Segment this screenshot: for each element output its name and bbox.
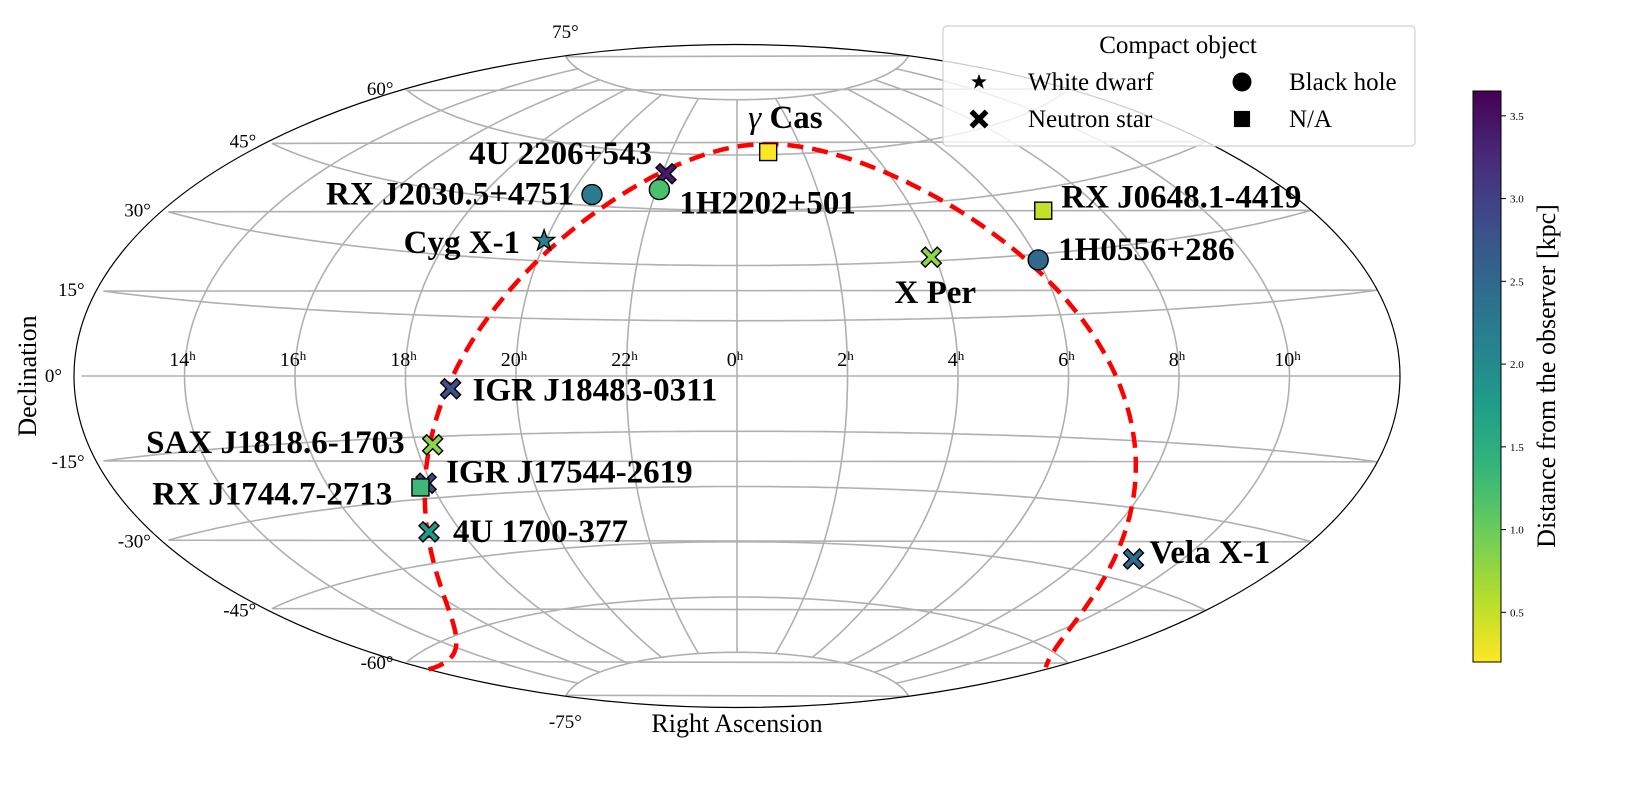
source-label: X Per	[895, 275, 977, 311]
ra-tick-label: 14h	[169, 348, 196, 371]
axis-ticks: 14h 16h 18h 20h 22h 0h 2h 4h 6h 8h 10h 75° 60° 45° 30°…	[45, 22, 1301, 733]
colorbar-label: Distance from the observer [kpc]	[1532, 204, 1561, 548]
meridian-line	[874, 79, 1180, 673]
dec-tick-label: -30°	[118, 532, 151, 553]
colorbar: 0.5 1.0 1.5 2.0 2.5 3.0 3.5 Distance from the …	[1472, 90, 1561, 663]
source-label: RX J1744.7-2713	[152, 476, 392, 512]
ra-tick-label: 2h	[837, 348, 854, 371]
source-label: 1H0556+286	[1058, 232, 1234, 268]
dec-tick-label: 45°	[230, 132, 257, 153]
source-labels: γ Cas 4U 2206+543 RX J2030.5+4751 1H2202+50…	[146, 100, 1301, 571]
ra-tick-label: 16h	[280, 348, 307, 371]
source-marker	[411, 478, 430, 497]
ra-tick-label: 18h	[390, 348, 417, 371]
source-marker	[758, 142, 778, 162]
dec-tick-label: 60°	[367, 79, 394, 100]
parallel-line	[103, 289, 1378, 322]
colorbar-tick-label: 2.0	[1510, 359, 1524, 371]
source-marker	[1027, 249, 1049, 271]
dec-tick-label: 30°	[124, 200, 151, 221]
colorbar-tick-label: 1.0	[1510, 525, 1524, 537]
source-marker	[439, 377, 462, 400]
source-label: IGR J18483-0311	[473, 373, 718, 409]
source-label: IGR J17544-2619	[446, 454, 693, 490]
legend-marker-neutron-star	[969, 109, 989, 129]
ra-tick-label: 0h	[727, 348, 744, 371]
legend-title: Compact object	[1099, 32, 1257, 59]
legend-label: Neutron star	[1028, 106, 1153, 133]
legend: Compact object White dwarf Black hole Neut…	[942, 25, 1416, 147]
source-label: SAX J1818.6-1703	[146, 425, 405, 461]
sky-boundary	[73, 43, 1401, 709]
legend-label: Black hole	[1289, 69, 1397, 96]
legend-marker-na	[1233, 110, 1251, 128]
ra-tick-label: 6h	[1058, 348, 1075, 371]
source-marker	[1122, 548, 1145, 570]
meridian-line	[845, 87, 1070, 665]
meridian-line	[294, 79, 600, 673]
source-marker	[920, 246, 943, 269]
legend-label: White dwarf	[1028, 69, 1154, 96]
source-label: 1H2202+501	[679, 186, 855, 222]
ra-tick-label: 10h	[1274, 348, 1301, 371]
legend-marker-black-hole	[1232, 72, 1252, 92]
colorbar-tick-label: 1.5	[1510, 442, 1524, 454]
source-label: RX J0648.1-4419	[1061, 180, 1301, 216]
ra-tick-label: 8h	[1169, 348, 1186, 371]
source-label: 4U 2206+543	[469, 136, 652, 172]
dec-tick-label: -45°	[223, 600, 256, 621]
dec-tick-label: -15°	[52, 452, 85, 473]
meridian-line	[774, 98, 849, 654]
source-marker	[581, 183, 603, 206]
y-axis-title: Declination	[13, 315, 42, 436]
meridian-line	[811, 94, 959, 658]
legend-label: N/A	[1289, 106, 1332, 133]
source-label: Vela X-1	[1150, 535, 1271, 571]
dec-tick-label: -75°	[549, 712, 582, 733]
source-marker	[421, 433, 444, 456]
parallel-line	[405, 596, 1070, 664]
dec-tick-label: 75°	[552, 22, 579, 43]
legend-frame	[942, 25, 1416, 147]
colorbar-gradient	[1472, 90, 1502, 663]
colorbar-tick-label: 0.5	[1510, 607, 1524, 619]
source-marker	[418, 520, 440, 543]
source-marker	[531, 227, 557, 252]
dec-tick-label: 15°	[58, 280, 85, 301]
meridian-line	[515, 94, 663, 658]
ra-tick-label: 22h	[611, 348, 638, 371]
source-markers	[411, 142, 1145, 570]
dec-tick-label: -60°	[361, 653, 394, 674]
colorbar-tick-label: 2.5	[1510, 276, 1524, 288]
ra-tick-label: 20h	[501, 348, 528, 371]
meridian-line	[404, 87, 629, 665]
coordinate-grid	[81, 55, 1400, 698]
legend-marker-white-dwarf	[971, 73, 987, 89]
source-label: 4U 1700-377	[453, 514, 628, 550]
colorbar-tick-label: 3.5	[1510, 111, 1524, 123]
source-marker	[648, 178, 671, 201]
source-label: Cyg X-1	[404, 225, 520, 261]
galactic-plane-segment	[422, 141, 1139, 668]
colorbar-tick-label: 3.0	[1510, 194, 1524, 206]
ra-tick-label: 4h	[948, 348, 965, 371]
meridian-line	[183, 68, 579, 684]
source-label: γ Cas	[748, 100, 823, 136]
x-axis-title: Right Ascension	[651, 709, 822, 738]
source-label: RX J2030.5+4751	[326, 177, 574, 213]
source-marker	[1034, 201, 1053, 220]
galactic-plane-segment	[422, 494, 459, 672]
dec-tick-label: 0°	[45, 366, 62, 387]
